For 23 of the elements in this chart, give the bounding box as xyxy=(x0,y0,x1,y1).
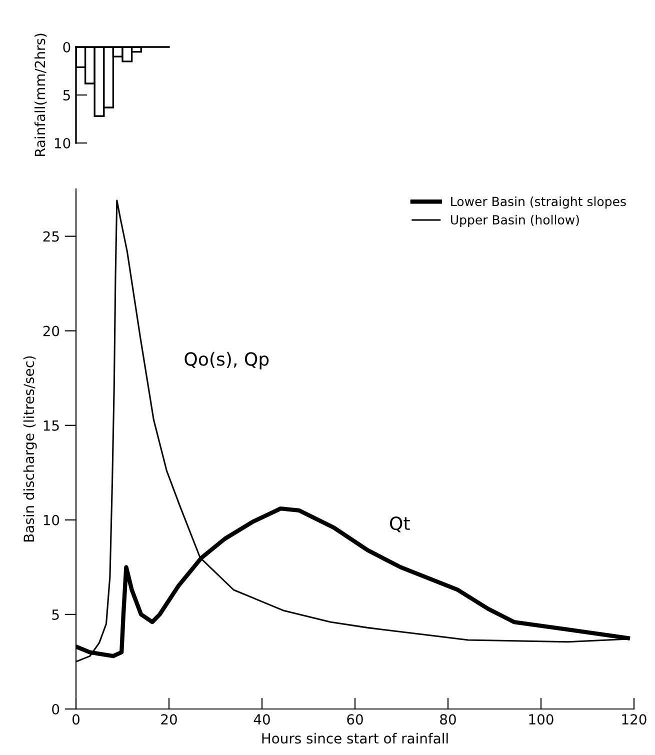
y-tick-label: 5 xyxy=(52,610,59,620)
y-tick-label: 5 xyxy=(63,90,70,100)
x-tick-label: 120 xyxy=(622,714,646,725)
y-tick-label: 20 xyxy=(43,326,60,336)
x-tick-label: 60 xyxy=(347,714,363,725)
y-axis-title: Basin discharge (litres/sec) xyxy=(23,356,37,542)
y-axis-title: Rainfall(mm/2hrs) xyxy=(34,34,47,156)
x-tick-label: 80 xyxy=(440,714,456,725)
annotation: Qo(s), Qp xyxy=(184,352,269,370)
x-tick-label: 40 xyxy=(254,714,270,725)
legend-label: Lower Basin (straight slopes xyxy=(451,196,626,209)
y-tick-label: 10 xyxy=(44,514,60,526)
y-tick-label: 15 xyxy=(44,420,59,431)
y-tick-label: 10 xyxy=(54,138,70,148)
y-tick-label: 0 xyxy=(63,42,70,52)
legend-label: Upper Basin (hollow) xyxy=(450,214,579,227)
x-tick-label: 100 xyxy=(529,714,554,725)
annotation: Qt xyxy=(390,516,410,532)
x-axis-title: Hours since start of rainfall xyxy=(262,732,448,744)
x-tick-label: 0 xyxy=(72,714,80,725)
y-tick-label: 0 xyxy=(52,704,60,714)
x-tick-label: 20 xyxy=(161,714,177,725)
y-tick-label: 25 xyxy=(43,231,59,242)
